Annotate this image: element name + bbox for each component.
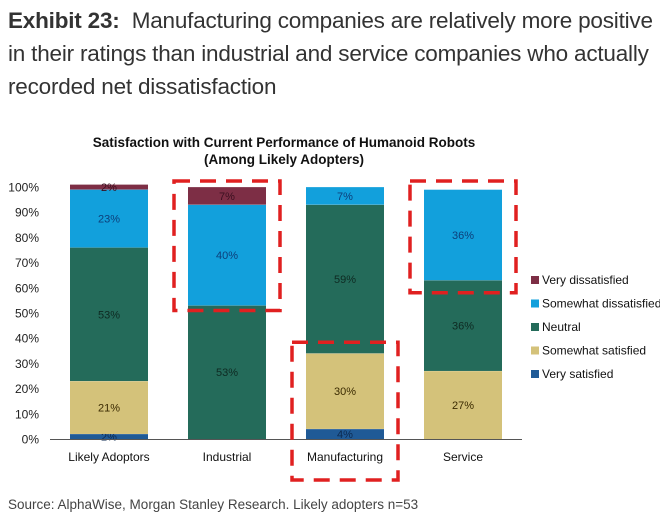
bar-segment-somewhat-dissatisfied bbox=[70, 189, 148, 248]
data-label: 53% bbox=[216, 367, 238, 379]
highlight-box-manufacturing bbox=[290, 340, 400, 482]
data-label: 36% bbox=[452, 321, 474, 333]
legend-label: Somewhat dissatisfied bbox=[542, 297, 660, 311]
y-tick-label: 100% bbox=[8, 181, 39, 195]
y-tick-label: 80% bbox=[15, 231, 39, 245]
y-tick-label: 20% bbox=[15, 382, 39, 396]
highlight-annotations bbox=[172, 179, 518, 482]
legend-item-very-dissatisfied: Very dissatisfied bbox=[531, 273, 629, 287]
exhibit-label: Exhibit 23: bbox=[8, 8, 120, 33]
bar-segment-neutral bbox=[306, 204, 384, 354]
data-label: 30% bbox=[334, 386, 356, 398]
chart-subtitle: (Among Likely Adopters) bbox=[204, 152, 364, 167]
legend-item-very-satisfied: Very satisfied bbox=[531, 367, 613, 381]
y-tick-label: 50% bbox=[15, 307, 39, 321]
legend-label: Very dissatisfied bbox=[542, 273, 629, 287]
data-label: 27% bbox=[452, 400, 474, 412]
legend-item-somewhat-satisfied: Somewhat satisfied bbox=[531, 344, 646, 358]
data-label: 7% bbox=[337, 191, 353, 203]
highlight-box-service bbox=[408, 179, 518, 295]
data-label: 53% bbox=[98, 309, 120, 321]
data-label: 59% bbox=[334, 274, 356, 286]
y-axis: 0% 10% 20% 30% 40% 50% 60% 70% 80% 90% 100% bbox=[8, 181, 39, 447]
data-label: 2% bbox=[101, 182, 117, 194]
x-tick-label: Manufacturing bbox=[307, 450, 383, 464]
legend-swatch bbox=[531, 299, 539, 308]
legend-item-neutral: Neutral bbox=[531, 320, 581, 334]
y-tick-label: 10% bbox=[15, 407, 39, 421]
bar-segment-very-dissatisfied bbox=[188, 187, 266, 205]
bar-group-manufacturing: 4% 30% 59% 7% bbox=[306, 186, 384, 441]
legend-label: Neutral bbox=[542, 320, 581, 334]
highlight-box-industrial bbox=[172, 179, 282, 313]
bar-segment-somewhat-dissatisfied bbox=[424, 189, 502, 281]
bar-segment-neutral bbox=[188, 305, 266, 439]
exhibit-headline: Manufacturing companies are relatively m… bbox=[8, 8, 653, 99]
bar-group-industrial: 53% 40% 7% bbox=[188, 186, 266, 439]
y-tick-label: 90% bbox=[15, 206, 39, 220]
bar-segment-neutral bbox=[70, 247, 148, 382]
bar-segment-neutral bbox=[424, 280, 502, 371]
y-tick-label: 30% bbox=[15, 357, 39, 371]
legend-item-somewhat-dissatisfied: Somewhat dissatisfied bbox=[531, 297, 660, 311]
x-tick-label: Industrial bbox=[203, 450, 252, 464]
y-tick-label: 60% bbox=[15, 281, 39, 295]
source-note: Source: AlphaWise, Morgan Stanley Resear… bbox=[8, 497, 419, 512]
data-label: 4% bbox=[337, 429, 353, 441]
y-tick-label: 70% bbox=[15, 256, 39, 270]
legend-swatch bbox=[531, 370, 539, 378]
bar-segment-somewhat-satisfied bbox=[306, 353, 384, 429]
bar-segment-somewhat-satisfied bbox=[424, 370, 502, 439]
legend-swatch bbox=[531, 323, 539, 331]
data-label: 21% bbox=[98, 403, 120, 415]
bar-segment-somewhat-satisfied bbox=[70, 381, 148, 434]
x-axis: Likely Adoptors Industrial Manufacturing Se… bbox=[68, 450, 483, 464]
data-label: 2% bbox=[101, 431, 117, 443]
legend: Very dissatisfied Somewhat dissatisfied Ne… bbox=[531, 273, 660, 381]
data-label: 36% bbox=[452, 230, 474, 242]
bar-segment-somewhat-dissatisfied bbox=[306, 187, 384, 205]
y-tick-label: 40% bbox=[15, 332, 39, 346]
bar-segment-very-satisfied bbox=[70, 433, 148, 439]
chart-title: Satisfaction with Current Performance of… bbox=[93, 135, 476, 150]
data-label: 40% bbox=[216, 250, 238, 262]
legend-swatch bbox=[531, 346, 539, 355]
x-tick-label: Likely Adoptors bbox=[68, 450, 149, 464]
data-label: 23% bbox=[98, 214, 120, 226]
exhibit-heading: Exhibit 23: Manufacturing companies are … bbox=[8, 4, 658, 103]
bar-segment-somewhat-dissatisfied bbox=[188, 204, 266, 306]
legend-swatch bbox=[531, 276, 539, 284]
bar-segment-very-dissatisfied bbox=[70, 184, 148, 190]
legend-label: Somewhat satisfied bbox=[542, 344, 646, 358]
legend-label: Very satisfied bbox=[542, 367, 613, 381]
bar-group-likely-adoptors: 2% 21% 53% 23% 2% bbox=[70, 182, 148, 443]
bars: 2% 21% 53% 23% 2% 53% 40% 7% 4% 30% 59% 7% 27% 36% 36% bbox=[70, 182, 502, 443]
x-tick-label: Service bbox=[443, 450, 483, 464]
data-label: 7% bbox=[219, 191, 235, 203]
bar-segment-very-satisfied bbox=[306, 428, 384, 439]
y-tick-label: 0% bbox=[22, 433, 40, 447]
bar-group-service: 27% 36% 36% bbox=[424, 189, 502, 439]
